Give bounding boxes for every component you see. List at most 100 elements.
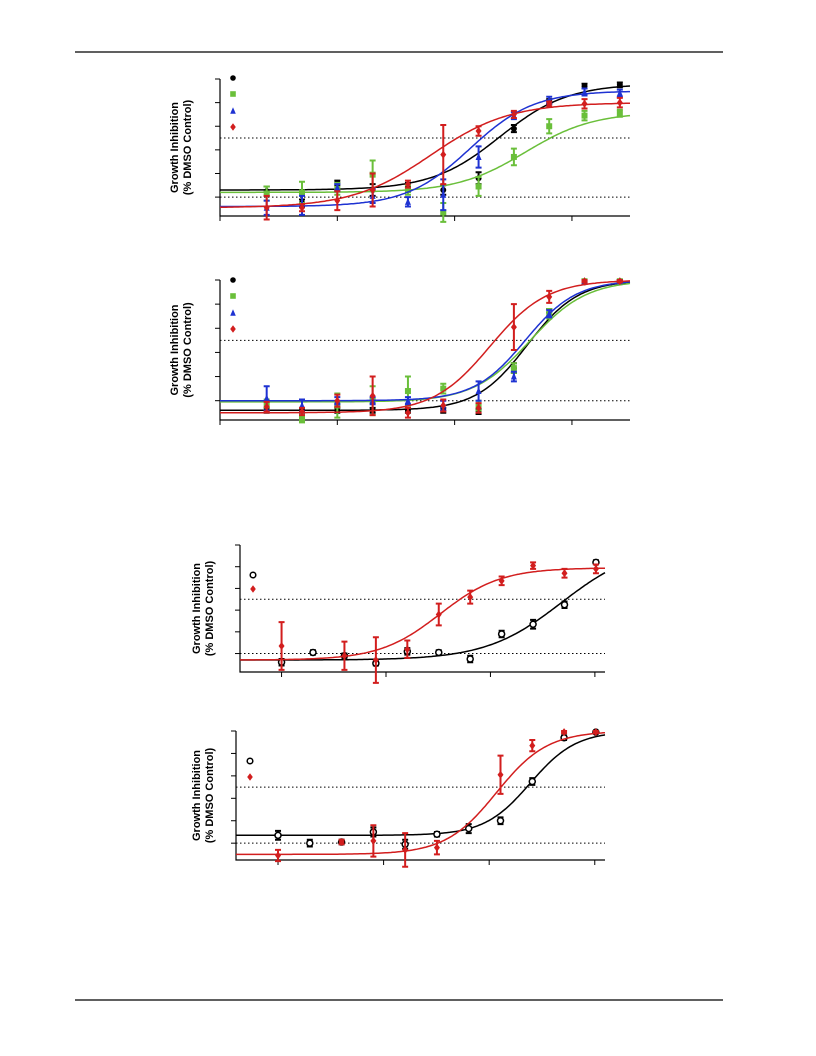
- marker: [299, 415, 305, 422]
- marker: [404, 396, 411, 404]
- marker: [497, 770, 504, 779]
- marker: [334, 396, 341, 405]
- marker: [464, 824, 473, 833]
- marker: [309, 648, 317, 657]
- fit-curve: [220, 102, 630, 208]
- marker: [510, 110, 517, 119]
- marker: [475, 126, 482, 135]
- fit-curve: [220, 281, 631, 402]
- marker: [338, 838, 345, 847]
- y-axis-label-line: (% DMSO Control): [182, 302, 194, 398]
- fit-curve: [220, 114, 631, 194]
- marker: [498, 576, 505, 585]
- marker: [546, 309, 553, 317]
- marker: [528, 777, 537, 786]
- marker: [581, 99, 588, 108]
- y-axis-label: Growth Inhibition(% DMSO Control): [169, 302, 194, 398]
- marker: [334, 183, 341, 191]
- fit-curve: [220, 281, 631, 412]
- marker: [440, 385, 447, 392]
- legend-marker: [230, 91, 236, 97]
- marker: [529, 620, 537, 628]
- marker: [263, 203, 270, 212]
- marker: [592, 728, 599, 737]
- marker: [299, 401, 305, 409]
- legend-marker: [246, 757, 254, 765]
- fit-curve: [236, 731, 606, 856]
- marker: [475, 387, 482, 395]
- marker: [561, 569, 568, 578]
- marker: [402, 845, 409, 854]
- axes: [235, 731, 605, 861]
- marker: [440, 190, 447, 198]
- axes: [219, 79, 630, 217]
- legend-marker: [230, 75, 236, 81]
- marker: [299, 407, 305, 416]
- marker: [404, 197, 411, 205]
- marker: [496, 816, 505, 825]
- legend-marker: [230, 325, 236, 333]
- fit-curve: [220, 85, 631, 191]
- marker: [263, 190, 270, 197]
- y-axis-label-line: Growth Inhibition: [191, 563, 203, 654]
- marker: [616, 110, 623, 117]
- marker: [334, 196, 341, 205]
- marker: [369, 391, 376, 400]
- marker: [404, 388, 411, 395]
- marker: [475, 152, 482, 160]
- marker: [440, 150, 447, 159]
- marker: [546, 123, 553, 130]
- fit-curve: [240, 567, 605, 661]
- marker: [370, 836, 377, 845]
- marker: [497, 630, 506, 638]
- legend-marker: [247, 773, 253, 781]
- fit-curve: [240, 572, 606, 661]
- marker: [435, 648, 443, 657]
- marker: [278, 641, 285, 650]
- fit-curve: [220, 90, 630, 208]
- marker: [433, 843, 440, 852]
- marker: [275, 851, 282, 860]
- marker: [475, 183, 482, 190]
- marker: [592, 564, 599, 573]
- marker: [369, 186, 376, 195]
- marker: [510, 125, 517, 132]
- legend-marker: [250, 585, 256, 593]
- marker: [529, 741, 536, 750]
- marker: [404, 408, 411, 417]
- marker: [306, 839, 314, 847]
- marker: [404, 180, 411, 189]
- fit-curve: [220, 280, 631, 414]
- y-axis-label-line: Growth Inhibition: [169, 102, 181, 193]
- marker: [561, 728, 568, 737]
- marker: [616, 81, 623, 88]
- marker: [467, 593, 474, 602]
- marker: [435, 610, 442, 619]
- legend-marker: [230, 107, 236, 114]
- legend-marker: [230, 123, 236, 131]
- y-axis-label-line: (% DMSO Control): [204, 561, 216, 657]
- legend-marker: [249, 571, 257, 579]
- axes: [239, 545, 605, 673]
- marker: [616, 89, 623, 97]
- marker: [466, 655, 474, 663]
- marker: [433, 830, 441, 838]
- y-axis-label-line: Growth Inhibition: [191, 750, 203, 841]
- marker: [475, 403, 482, 412]
- marker: [263, 402, 270, 411]
- marker: [341, 651, 348, 660]
- marker: [546, 99, 553, 108]
- legend-marker: [230, 293, 236, 299]
- marker: [530, 561, 537, 570]
- marker: [372, 656, 379, 665]
- marker: [440, 209, 447, 216]
- y-axis-label: Growth Inhibition(% DMSO Control): [169, 100, 194, 196]
- marker: [581, 112, 588, 119]
- legend-marker: [230, 277, 236, 283]
- y-axis-label: Growth Inhibition(% DMSO Control): [191, 748, 216, 844]
- fit-curve: [236, 734, 606, 837]
- marker: [546, 292, 553, 301]
- marker: [581, 87, 588, 95]
- marker: [510, 323, 517, 332]
